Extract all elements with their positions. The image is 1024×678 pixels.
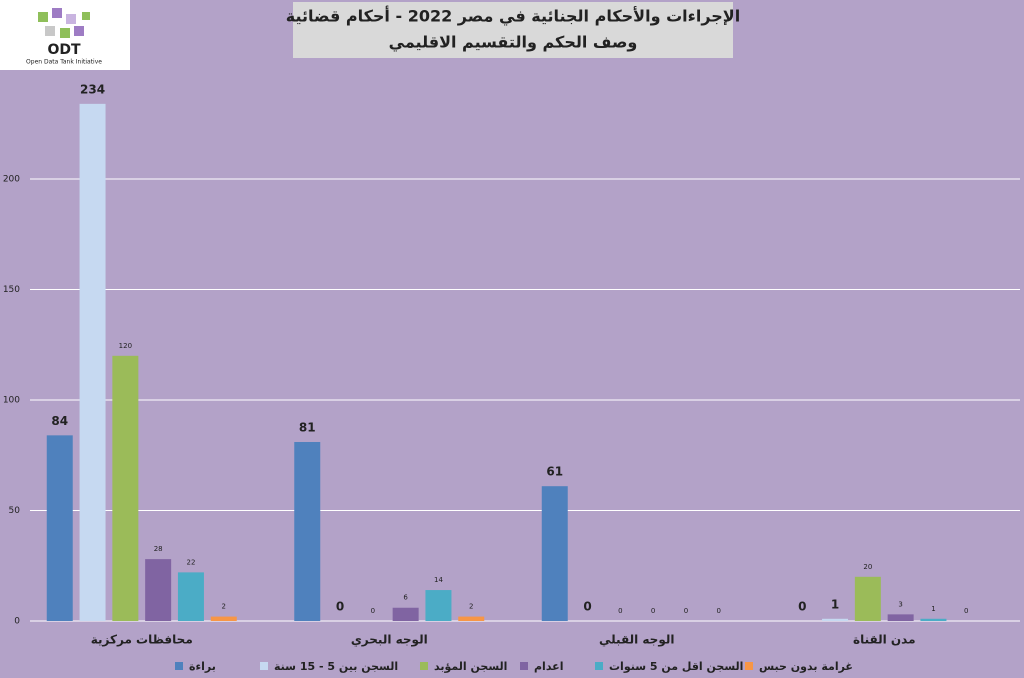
legend-label: اعدام xyxy=(534,660,563,673)
legend-swatch xyxy=(520,662,528,670)
x-tick-label: الوجه البحري xyxy=(351,633,428,648)
title-box xyxy=(293,2,733,58)
bar xyxy=(425,590,452,621)
bar xyxy=(458,616,485,621)
legend-swatch xyxy=(595,662,603,670)
bar xyxy=(210,616,237,621)
bar xyxy=(145,559,172,621)
value-label: 1 xyxy=(831,597,839,611)
value-label: 0 xyxy=(618,607,622,615)
value-label: 234 xyxy=(80,82,105,96)
bar xyxy=(854,576,881,621)
chart-subtitle: وصف الحكم والتقسيم الاقليمي xyxy=(389,33,638,53)
value-label: 0 xyxy=(717,607,721,615)
value-label: 0 xyxy=(583,600,591,614)
bar xyxy=(177,572,204,621)
bar xyxy=(887,614,914,621)
legend-swatch xyxy=(175,662,183,670)
value-label: 0 xyxy=(651,607,655,615)
value-label: 1 xyxy=(931,605,935,613)
legend-label: السجن بين 5 - 15 سنة xyxy=(274,660,398,673)
legend-label: السجن المؤبد xyxy=(434,660,507,673)
x-tick-label: الوجه القبلي xyxy=(599,633,674,648)
bar xyxy=(822,618,849,621)
value-label: 0 xyxy=(336,600,344,614)
bar xyxy=(294,441,321,621)
bar xyxy=(920,618,947,621)
y-tick-label: 100 xyxy=(3,396,20,406)
value-label: 6 xyxy=(403,594,408,602)
value-label: 0 xyxy=(371,607,375,615)
value-label: 84 xyxy=(51,414,68,428)
value-label: 81 xyxy=(299,420,316,434)
value-label: 22 xyxy=(186,558,195,566)
value-label: 20 xyxy=(863,563,872,571)
legend-label: السجن اقل من 5 سنوات xyxy=(609,660,743,673)
legend-label: غرامة بدون حبس xyxy=(759,660,853,673)
legend-swatch xyxy=(420,662,428,670)
bar xyxy=(392,607,419,621)
value-label: 2 xyxy=(469,603,473,611)
bar xyxy=(541,486,568,621)
x-tick-label: محافظات مركزية xyxy=(91,633,193,647)
x-tick-label: مدن القناة xyxy=(853,633,916,647)
y-tick-label: 50 xyxy=(9,506,21,516)
value-label: 0 xyxy=(798,600,806,614)
value-label: 2 xyxy=(222,603,226,611)
y-tick-label: 150 xyxy=(3,285,20,295)
y-tick-label: 200 xyxy=(3,175,20,185)
bar xyxy=(112,355,139,621)
value-label: 3 xyxy=(898,600,902,608)
value-label: 14 xyxy=(434,576,443,584)
value-label: 28 xyxy=(154,545,163,553)
value-label: 120 xyxy=(119,342,132,350)
value-label: 0 xyxy=(964,607,968,615)
chart-title: الإجراءات والأحكام الجنائية في مصر 2022 … xyxy=(286,6,740,27)
logo-icon xyxy=(38,8,90,38)
logo-name: ODT xyxy=(47,42,81,58)
legend-label: براءة xyxy=(189,660,216,673)
logo-tagline: Open Data Tank Initiative xyxy=(26,59,102,66)
legend-swatch xyxy=(745,662,753,670)
bar xyxy=(46,435,73,621)
value-label: 61 xyxy=(546,465,563,479)
value-label: 0 xyxy=(684,607,688,615)
bar xyxy=(79,103,106,622)
legend-swatch xyxy=(260,662,268,670)
y-tick-label: 0 xyxy=(14,617,20,627)
